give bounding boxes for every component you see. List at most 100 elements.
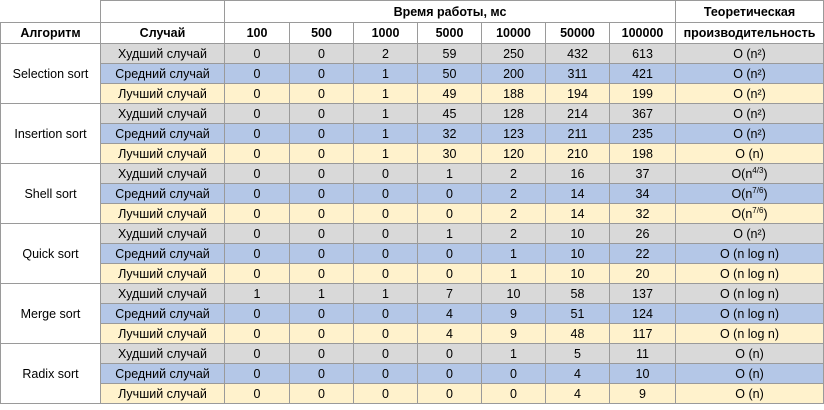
runtime-value: 2 (353, 43, 418, 64)
runtime-value: 1 (417, 163, 482, 184)
runtime-value: 2 (481, 223, 546, 244)
runtime-value: 1 (353, 283, 418, 304)
case-label: Средний случай (100, 363, 225, 384)
runtime-value: 0 (353, 363, 418, 384)
theoretical-complexity: O (n²) (675, 63, 824, 84)
runtime-value: 0 (417, 363, 482, 384)
table-row: Средний случай 0 0 0 4 9 51 124 O (n log n) (1, 303, 824, 324)
runtime-value: 0 (289, 363, 354, 384)
runtime-value: 0 (353, 343, 418, 364)
runtime-value: 0 (224, 103, 290, 124)
runtime-value: 4 (545, 363, 610, 384)
runtime-value: 117 (608, 323, 677, 344)
runtime-value: 0 (481, 383, 546, 404)
runtime-value: 0 (417, 183, 482, 204)
theory-header-line2: производительность (675, 22, 824, 44)
header-blank-cell (100, 0, 225, 23)
runtime-value: 34 (608, 183, 677, 204)
runtime-value: 0 (289, 243, 354, 264)
case-label: Худший случай (100, 163, 225, 184)
runtime-value: 250 (481, 43, 546, 64)
runtime-value: 45 (417, 103, 482, 124)
table-row: Средний случай 0 0 0 0 2 14 34 O(n7/6) (1, 183, 824, 204)
case-label: Средний случай (100, 123, 225, 144)
runtime-value: 198 (608, 143, 677, 164)
algorithm-name: Shell sort (0, 163, 101, 224)
runtime-value: 311 (545, 63, 610, 84)
theoretical-complexity: O (n²) (675, 223, 824, 244)
header-row-1: Время работы, мс Теоретическая (0, 0, 824, 23)
runtime-value: 0 (224, 323, 290, 344)
case-label: Худший случай (100, 343, 225, 364)
case-label: Средний случай (100, 183, 225, 204)
runtime-value: 0 (417, 203, 482, 224)
runtime-value: 1 (481, 243, 546, 264)
theoretical-complexity: O (n log n) (675, 263, 824, 284)
runtime-value: 2 (481, 203, 546, 224)
runtime-value: 9 (608, 383, 677, 404)
runtime-value: 0 (289, 343, 354, 364)
size-header: 50000 (545, 22, 610, 44)
size-header: 1000 (353, 22, 418, 44)
runtime-value: 0 (353, 203, 418, 224)
runtime-value: 0 (353, 323, 418, 344)
runtime-value: 1 (289, 283, 354, 304)
algorithm-header: Алгоритм (0, 22, 101, 44)
runtime-value: 0 (289, 323, 354, 344)
theoretical-complexity: O (n²) (675, 83, 824, 104)
runtime-value: 0 (224, 123, 290, 144)
runtime-value: 0 (289, 103, 354, 124)
table-row: Лучший случай 0 0 0 0 2 14 32 O(n7/6) (1, 203, 824, 224)
theoretical-complexity: O (n) (675, 343, 824, 364)
runtime-value: 0 (224, 263, 290, 284)
table-row: Средний случай 0 0 1 32 123 211 235 O (n²) (1, 123, 824, 144)
runtime-value: 432 (545, 43, 610, 64)
runtime-value: 194 (545, 83, 610, 104)
runtime-value: 199 (608, 83, 677, 104)
table-body: Selection sort Худший случай 0 0 2 59 250 432 61… (0, 43, 824, 404)
runtime-value: 211 (545, 123, 610, 144)
complexity-end: ) (763, 166, 768, 181)
table-row: Selection sort Худший случай 0 0 2 59 250 432 61… (0, 43, 824, 104)
table-row: Shell sort Худший случай 0 0 0 1 2 16 37 O(n4/3) (0, 163, 824, 224)
table-row: Лучший случай 0 0 0 0 0 4 9 O (n) (1, 383, 824, 404)
runtime-value: 2 (481, 163, 546, 184)
runtime-value: 48 (545, 323, 610, 344)
runtime-value: 421 (608, 63, 677, 84)
runtime-value: 1 (224, 283, 290, 304)
table-row: Лучший случай 0 0 0 4 9 48 117 O (n log n) (1, 323, 824, 344)
runtime-value: 0 (224, 303, 290, 324)
theoretical-complexity: O(n7/6) (675, 183, 824, 204)
case-label: Средний случай (100, 303, 225, 324)
runtime-value: 30 (417, 143, 482, 164)
case-label: Средний случай (100, 243, 225, 264)
runtime-value: 0 (224, 203, 290, 224)
table-row: Лучший случай 0 0 1 49 188 194 199 O (n²) (1, 83, 824, 104)
runtime-value: 50 (417, 63, 482, 84)
runtime-value: 0 (289, 383, 354, 404)
runtime-value: 0 (289, 303, 354, 324)
runtime-value: 0 (353, 383, 418, 404)
runtime-value: 7 (417, 283, 482, 304)
header-row-2: Алгоритм Случай 100 500 1000 5000 10000 … (0, 22, 824, 44)
runtime-value: 200 (481, 63, 546, 84)
runtime-value: 0 (289, 163, 354, 184)
complexity-base: O(n (731, 206, 753, 221)
runtime-value: 0 (289, 183, 354, 204)
theoretical-complexity: O (n log n) (675, 243, 824, 264)
theoretical-complexity: O (n) (675, 363, 824, 384)
theoretical-complexity: O(n7/6) (675, 203, 824, 224)
runtime-value: 0 (353, 303, 418, 324)
algorithm-name: Quick sort (0, 223, 101, 284)
theoretical-complexity: O (n²) (675, 43, 824, 64)
case-label: Лучший случай (100, 203, 225, 224)
runtime-value: 32 (608, 203, 677, 224)
runtime-value: 1 (353, 103, 418, 124)
runtime-value: 5 (545, 343, 610, 364)
theory-header-line1: Теоретическая (675, 0, 824, 23)
algorithm-name: Selection sort (0, 43, 101, 104)
runtime-value: 10 (481, 283, 546, 304)
runtime-value: 0 (224, 183, 290, 204)
runtime-value: 0 (224, 343, 290, 364)
runtime-value: 214 (545, 103, 610, 124)
